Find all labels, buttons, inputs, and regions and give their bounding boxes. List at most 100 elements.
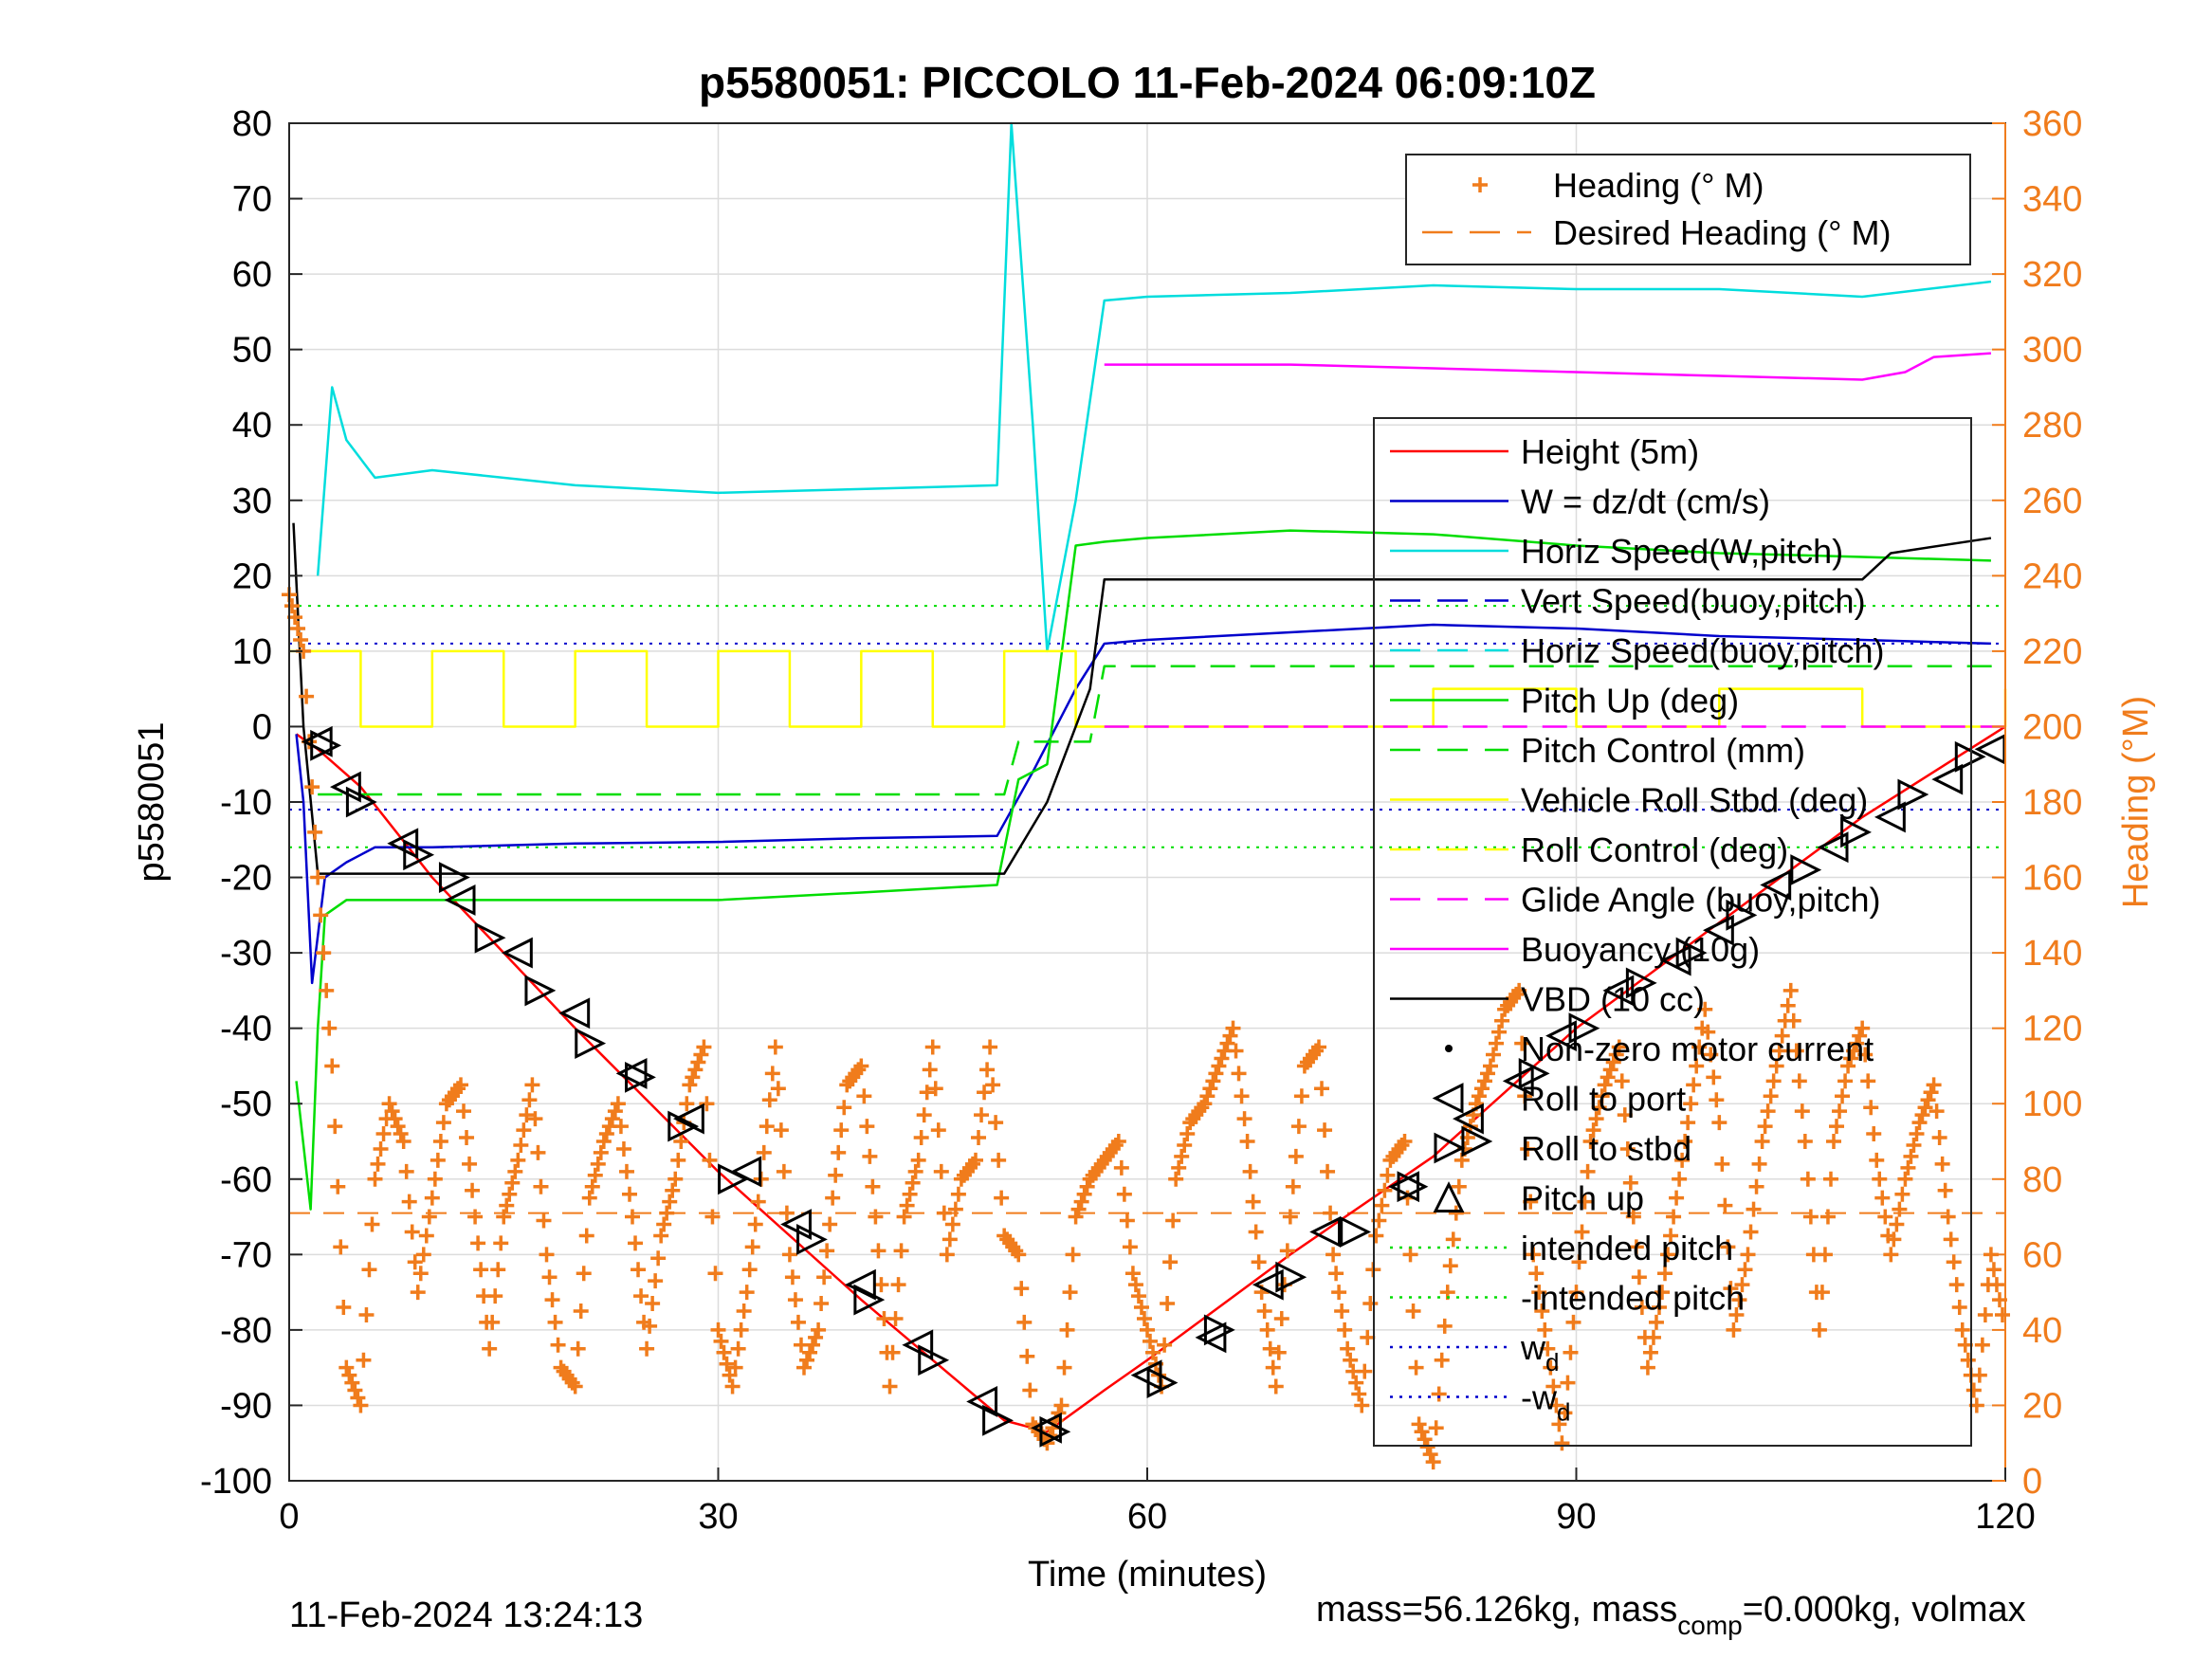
- heading-point: [1122, 1239, 1138, 1255]
- heading-point: [704, 1209, 721, 1225]
- heading-point: [1700, 1024, 1716, 1040]
- legend-main-label: Horiz Speed(buoy,pitch): [1521, 631, 1885, 670]
- heading-point: [648, 1273, 664, 1289]
- heading-point: [939, 1247, 955, 1263]
- legend-heading-label: Desired Heading (° M): [1553, 213, 1892, 252]
- heading-point: [390, 1119, 406, 1135]
- y2-tick-label: 320: [2022, 255, 2082, 295]
- roll-to-stbd-marker: [796, 1223, 828, 1255]
- heading-point: [1654, 1285, 1670, 1301]
- y2-tick-label: 60: [2022, 1235, 2062, 1275]
- heading-point: [304, 779, 320, 795]
- heading-point: [1411, 1416, 1427, 1432]
- heading-point: [573, 1304, 589, 1319]
- heading-point: [1931, 1130, 1947, 1146]
- heading-point: [828, 1167, 844, 1183]
- heading-point: [313, 907, 329, 923]
- heading-point: [621, 1186, 637, 1202]
- heading-point: [913, 1130, 929, 1146]
- heading-point: [307, 824, 323, 840]
- heading-point: [1663, 1228, 1679, 1244]
- heading-point: [1285, 1178, 1301, 1194]
- legend-main-box: [1373, 417, 1972, 1447]
- legend-main-label-text: w: [1520, 1328, 1546, 1367]
- heading-point: [713, 1333, 729, 1349]
- heading-point: [868, 1209, 884, 1225]
- heading-point: [1242, 1163, 1258, 1179]
- y-tick-label: 20: [232, 556, 272, 596]
- heading-point: [784, 1269, 800, 1285]
- heading-point: [741, 1262, 758, 1278]
- legend-main-symbol: [1433, 1181, 1465, 1212]
- heading-point: [1683, 1096, 1699, 1112]
- legend-main-label: Non-zero motor current: [1521, 1030, 1874, 1068]
- y-tick-label: 0: [252, 707, 272, 747]
- heading-point: [1177, 1137, 1193, 1153]
- heading-point: [1829, 1119, 1845, 1135]
- y-tick-label: 80: [232, 104, 272, 144]
- legend-main-label-text: Pitch up: [1521, 1179, 1644, 1218]
- heading-point: [865, 1178, 881, 1194]
- roll-to-port-marker: [1252, 1268, 1284, 1301]
- heading-point: [682, 1077, 698, 1093]
- heading-point: [902, 1186, 918, 1202]
- heading-point: [1557, 1405, 1573, 1421]
- heading-point: [687, 1062, 704, 1078]
- heading-point: [1994, 1306, 2010, 1322]
- heading-point: [1130, 1288, 1146, 1304]
- y-tick-label: 40: [232, 406, 272, 446]
- heading-point: [1273, 1310, 1289, 1326]
- heading-point: [910, 1152, 926, 1168]
- heading-point: [727, 1359, 743, 1376]
- roll-to-stbd-marker: [524, 975, 557, 1007]
- heading-point: [407, 1254, 423, 1270]
- heading-point: [631, 1262, 647, 1278]
- heading-point: [1520, 1140, 1536, 1157]
- heading-point: [1157, 1337, 1173, 1353]
- heading-point: [1476, 1073, 1492, 1089]
- heading-point: [1763, 1088, 1779, 1104]
- heading-point: [736, 1304, 752, 1319]
- heading-point: [404, 1224, 420, 1240]
- heading-point: [759, 1119, 775, 1135]
- y2-axis-label: Heading (°M): [2116, 696, 2156, 908]
- heading-point: [1923, 1085, 1939, 1101]
- legend-main-label: Roll to stbd: [1521, 1129, 1691, 1168]
- heading-point: [974, 1107, 990, 1123]
- heading-point: [612, 1119, 629, 1135]
- heading-point: [947, 1201, 963, 1217]
- heading-point: [1486, 1047, 1502, 1063]
- heading-point: [427, 1171, 443, 1187]
- series-line-horiz-speed-w-pitch: [316, 121, 1992, 653]
- heading-point: [1208, 1066, 1224, 1082]
- heading-point: [1116, 1186, 1132, 1202]
- roll-to-stbd-marker: [1897, 778, 1929, 811]
- heading-point: [1723, 1281, 1739, 1297]
- heading-point: [761, 1092, 777, 1108]
- y2-tick-label: 240: [2022, 556, 2082, 596]
- series-line-pitch-control-mm: [318, 665, 2005, 796]
- heading-point: [1852, 1028, 1868, 1044]
- heading-point: [1489, 1035, 1505, 1051]
- heading-point: [1774, 1028, 1790, 1044]
- roll-to-stbd-marker: [853, 1284, 886, 1316]
- roll-to-port-marker: [1817, 831, 1849, 864]
- heading-point: [499, 1197, 515, 1213]
- heading-point: [544, 1292, 560, 1308]
- heading-point: [1920, 1092, 1936, 1108]
- heading-point: [341, 1367, 357, 1383]
- heading-point: [1160, 1296, 1176, 1312]
- heading-point: [690, 1054, 706, 1070]
- heading-point: [361, 1262, 377, 1278]
- heading-point: [799, 1352, 815, 1368]
- heading-point: [1797, 1134, 1813, 1149]
- heading-point: [702, 1152, 718, 1168]
- heading-point: [1819, 1209, 1836, 1225]
- legend-main-label: Glide Angle (buoy,pitch): [1521, 881, 1881, 920]
- heading-point: [321, 1020, 338, 1036]
- heading-point: [533, 1178, 549, 1194]
- heading-point: [1926, 1077, 1942, 1093]
- y2-tick-label: 140: [2022, 934, 2082, 974]
- legend-heading-label: Heading (° M): [1553, 166, 1764, 205]
- roll-to-stbd-marker: [1203, 1314, 1235, 1346]
